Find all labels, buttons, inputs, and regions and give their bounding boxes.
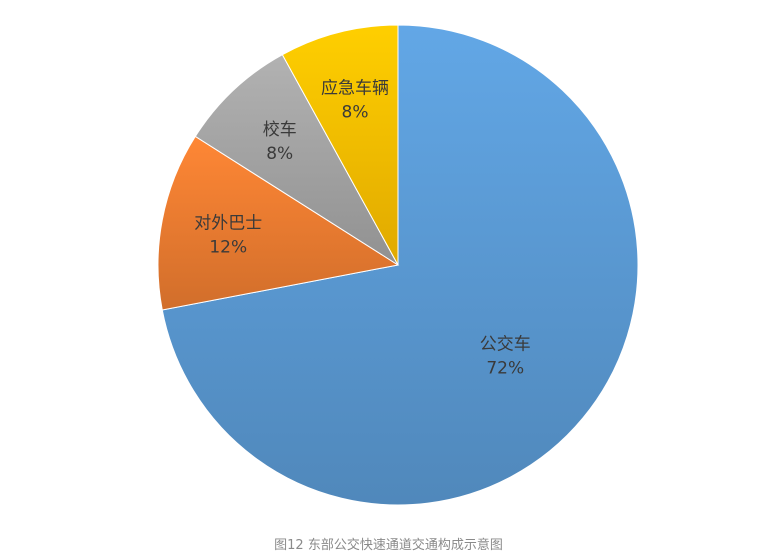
slice-percent-label: 8% [266, 144, 293, 164]
pie-labels: 公交车 72% 对外巴士 12% 校车 8% 应急车辆 8% [194, 79, 530, 379]
pie-slice-2 [157, 135, 400, 311]
pie-slice-1 [161, 24, 639, 506]
slice-percent-label: 12% [209, 238, 247, 258]
slice-name-label: 对外巴士 [194, 214, 262, 234]
slice-name-label: 应急车辆 [321, 79, 389, 99]
slice-name-label: 校车 [263, 120, 297, 140]
slice-percent-label: 72% [486, 359, 524, 379]
slice-percent-label: 8% [342, 103, 369, 123]
pie-slice-3 [194, 54, 399, 266]
pie-slices [157, 24, 639, 506]
figure-caption: 图12 东部公交快速通道交通构成示意图 [274, 538, 503, 553]
pie-chart: 公交车 72% 对外巴士 12% 校车 8% 应急车辆 8% [157, 24, 639, 506]
pie-slice-4 [281, 24, 399, 266]
slice-name-label: 公交车 [480, 335, 531, 355]
